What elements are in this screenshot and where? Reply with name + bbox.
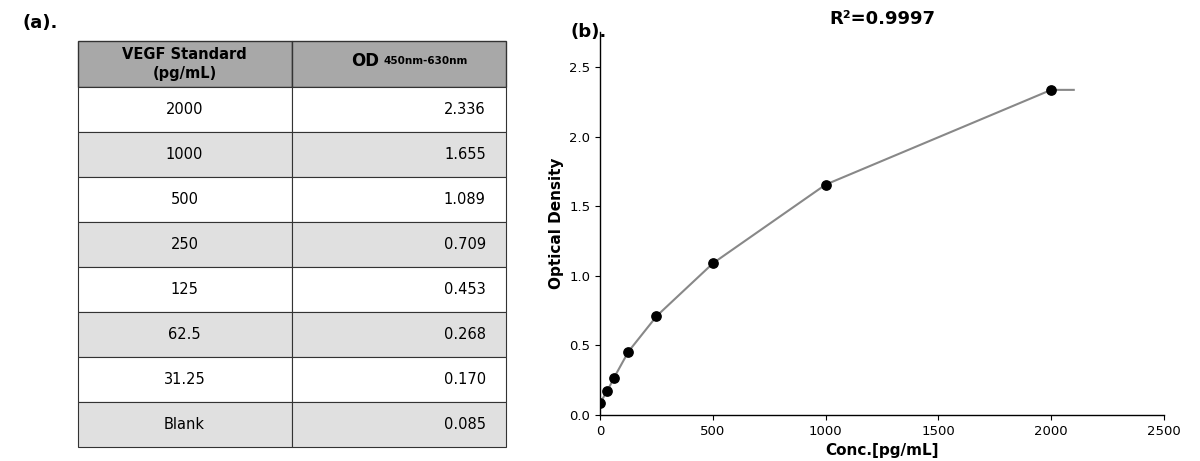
Point — [590, 399, 610, 407]
Bar — [78, 177, 292, 222]
Bar — [78, 41, 292, 87]
Title: R²=0.9997: R²=0.9997 — [829, 10, 935, 28]
X-axis label: Conc.[pg/mL]: Conc.[pg/mL] — [826, 443, 938, 458]
Text: 250: 250 — [170, 237, 199, 252]
Text: Blank: Blank — [164, 417, 205, 432]
Bar — [78, 267, 292, 312]
Bar — [292, 132, 506, 177]
Text: (a).: (a). — [22, 14, 58, 32]
Point — [605, 374, 624, 381]
Text: OD: OD — [350, 52, 379, 70]
Bar — [78, 312, 292, 357]
Bar — [292, 402, 506, 447]
Y-axis label: Optical Density: Optical Density — [548, 158, 564, 290]
Text: 450nm-630nm: 450nm-630nm — [384, 56, 468, 66]
Text: 0.085: 0.085 — [444, 417, 486, 432]
Bar — [78, 357, 292, 402]
Text: 2000: 2000 — [166, 101, 203, 117]
Text: 1.655: 1.655 — [444, 147, 486, 162]
Point — [816, 181, 835, 188]
Bar — [78, 132, 292, 177]
Point — [598, 388, 617, 395]
Text: 62.5: 62.5 — [168, 327, 200, 342]
Text: VEGF Standard
(pg/mL): VEGF Standard (pg/mL) — [122, 47, 247, 82]
Bar — [292, 312, 506, 357]
Text: 0.170: 0.170 — [444, 372, 486, 387]
Text: 0.453: 0.453 — [444, 282, 486, 297]
Text: 125: 125 — [170, 282, 198, 297]
Bar — [78, 87, 292, 132]
Text: 0.709: 0.709 — [444, 237, 486, 252]
Text: 1000: 1000 — [166, 147, 203, 162]
Bar — [292, 222, 506, 267]
Bar — [78, 222, 292, 267]
Text: 2.336: 2.336 — [444, 101, 486, 117]
Bar — [292, 41, 506, 87]
Text: 500: 500 — [170, 192, 199, 207]
Point — [1042, 86, 1061, 94]
Bar — [292, 357, 506, 402]
Text: 1.089: 1.089 — [444, 192, 486, 207]
Point — [647, 313, 666, 320]
Bar — [292, 267, 506, 312]
Bar — [78, 402, 292, 447]
Text: 0.268: 0.268 — [444, 327, 486, 342]
Point — [703, 260, 722, 267]
Text: 31.25: 31.25 — [163, 372, 205, 387]
Point — [619, 348, 638, 355]
Bar — [292, 177, 506, 222]
Bar — [292, 87, 506, 132]
Text: (b).: (b). — [570, 23, 606, 41]
